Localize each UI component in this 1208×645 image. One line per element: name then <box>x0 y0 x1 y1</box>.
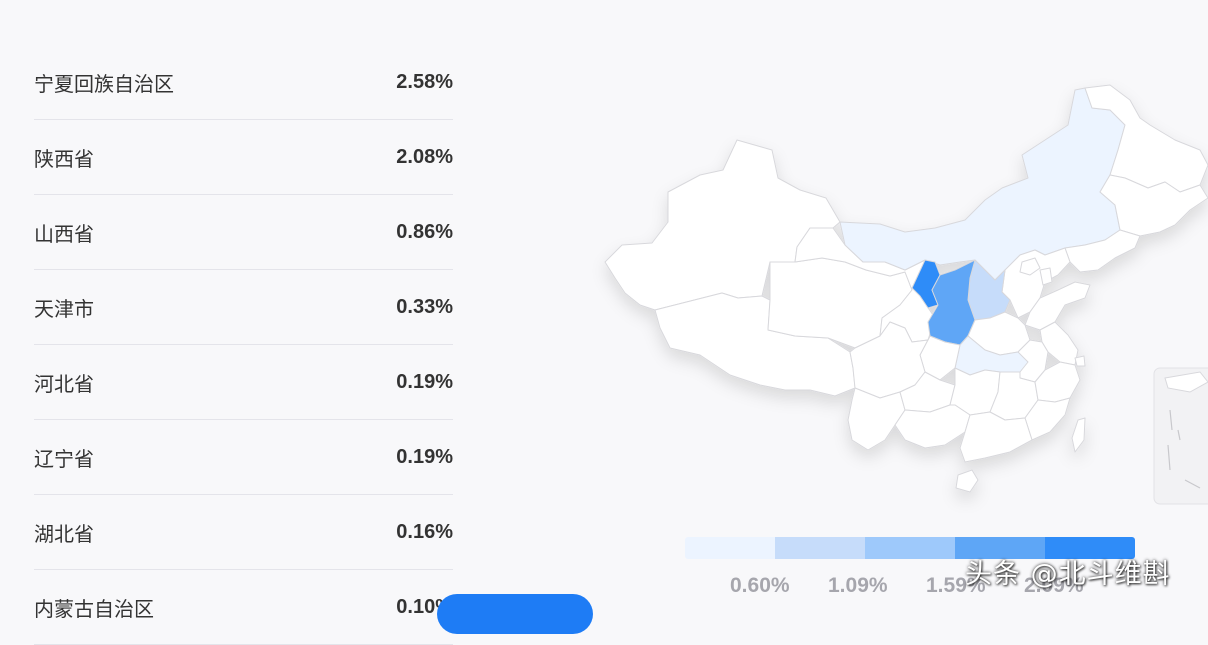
list-item[interactable]: 湖北省 0.16% <box>34 495 453 570</box>
china-choropleth-map <box>604 84 1208 505</box>
list-item[interactable]: 辽宁省 0.19% <box>34 420 453 495</box>
province-jilin[interactable] <box>1099 174 1208 237</box>
province-liaoning[interactable] <box>1064 229 1141 273</box>
province-shanghai[interactable] <box>1074 355 1086 367</box>
region-name: 河北省 <box>34 371 94 396</box>
region-name: 陕西省 <box>34 146 94 171</box>
province-hainan[interactable] <box>955 469 979 493</box>
province-yunnan[interactable] <box>847 387 906 451</box>
province-beijing[interactable] <box>1019 257 1041 276</box>
region-name: 山西省 <box>34 221 94 246</box>
region-value: 0.33% <box>396 295 453 318</box>
region-list: 宁夏回族自治区 2.58% 陕西省 2.08% 山西省 0.86% 天津市 0.… <box>34 45 453 645</box>
list-item[interactable]: 宁夏回族自治区 2.58% <box>34 45 453 120</box>
region-name: 宁夏回族自治区 <box>34 71 174 96</box>
list-item[interactable]: 山西省 0.86% <box>34 195 453 270</box>
watermark: 头条 @北斗维斟 <box>965 559 1171 590</box>
province-shandong[interactable] <box>1024 281 1091 331</box>
legend-bin <box>775 537 865 559</box>
region-value: 0.86% <box>396 220 453 243</box>
legend-tick-label: 2.09% <box>1024 574 1084 597</box>
legend-tick-label: 1.09% <box>828 574 888 597</box>
province-taiwan[interactable] <box>1071 417 1086 453</box>
legend-bin <box>865 537 955 559</box>
region-value: 2.08% <box>396 145 453 168</box>
list-item[interactable]: 内蒙古自治区 0.10% <box>34 570 453 645</box>
province-guangdong[interactable] <box>959 411 1033 463</box>
list-item[interactable]: 陕西省 2.08% <box>34 120 453 195</box>
legend-ticks: 0.60% 1.09% 1.59% 2.09% <box>730 574 1122 598</box>
legend-bin <box>955 537 1045 559</box>
list-item[interactable]: 河北省 0.19% <box>34 345 453 420</box>
list-item[interactable]: 天津市 0.33% <box>34 270 453 345</box>
region-name: 天津市 <box>34 296 94 321</box>
region-value: 0.19% <box>396 445 453 468</box>
province-tianjin[interactable] <box>1039 267 1053 286</box>
floating-action-button[interactable] <box>437 594 593 634</box>
region-name: 辽宁省 <box>34 446 94 471</box>
region-value: 0.16% <box>396 520 453 543</box>
south-china-sea-inset <box>1153 367 1208 505</box>
province-guangxi[interactable] <box>894 404 971 449</box>
legend-tick-label: 1.59% <box>926 574 986 597</box>
map-legend <box>685 537 1135 559</box>
legend-bin <box>685 537 775 559</box>
region-name: 湖北省 <box>34 521 94 546</box>
legend-bin <box>1045 537 1135 559</box>
region-value: 0.19% <box>396 370 453 393</box>
region-name: 内蒙古自治区 <box>34 596 154 621</box>
legend-tick-label: 0.60% <box>730 574 790 597</box>
region-value: 2.58% <box>396 70 453 93</box>
